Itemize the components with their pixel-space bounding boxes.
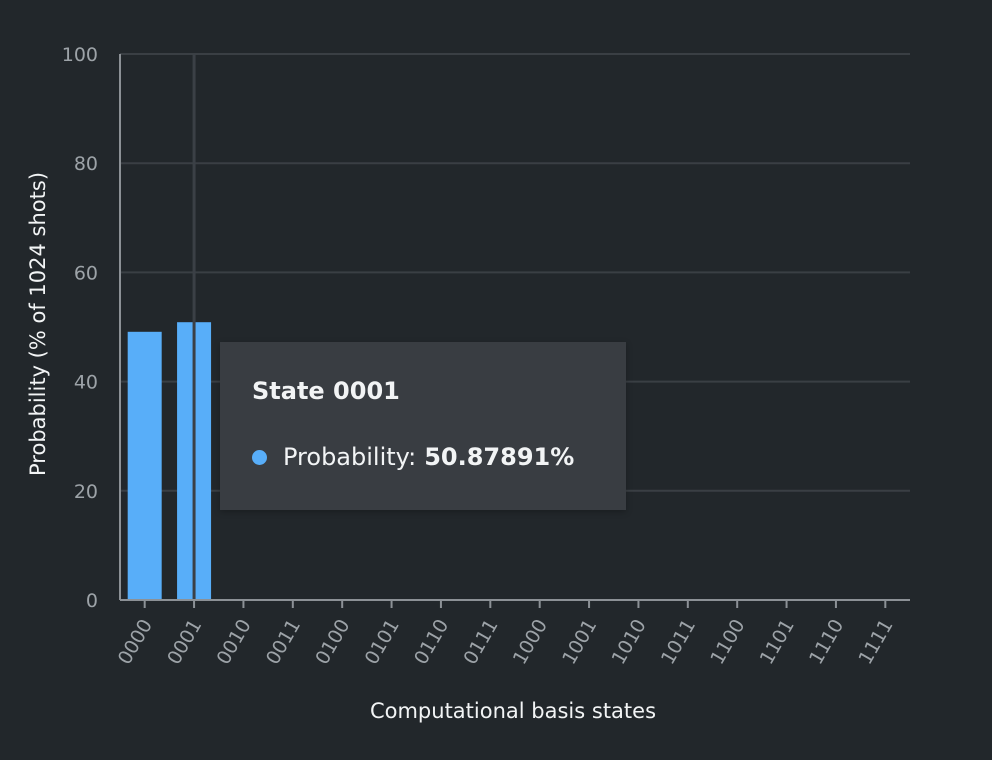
x-tick-label: 0011	[262, 616, 305, 669]
x-tick-label: 0101	[361, 616, 404, 669]
x-tick-label: 0100	[311, 616, 354, 669]
y-tick-label: 0	[86, 590, 98, 612]
y-tick-label: 60	[74, 262, 98, 284]
x-tick-label: 1100	[706, 616, 749, 669]
x-tick-label: 1101	[756, 616, 799, 669]
tooltip-row: Probability: 50.87891%	[252, 442, 594, 472]
x-tick-label: 0010	[213, 616, 256, 669]
x-axis-title: Computational basis states	[370, 699, 656, 723]
x-tick-label: 0110	[410, 616, 453, 669]
tooltip-value: 50.87891%	[424, 443, 575, 471]
bar-0000	[127, 331, 162, 600]
tooltip: State 0001 Probability: 50.87891%	[220, 342, 626, 510]
tooltip-label: Probability:	[283, 443, 417, 471]
y-tick-label: 80	[74, 153, 98, 175]
x-tick-label: 1111	[854, 616, 897, 669]
x-tick-label: 1001	[558, 616, 601, 669]
tooltip-title: State 0001	[252, 377, 400, 405]
y-axis-title: Probability (% of 1024 shots)	[26, 172, 50, 476]
x-tick-label: 0111	[459, 616, 502, 669]
x-tick-label: 1010	[608, 616, 651, 669]
x-tick-label: 0001	[163, 616, 206, 669]
x-tick-label: 1011	[657, 616, 700, 669]
x-tick-label: 1110	[805, 616, 848, 669]
x-tick-label: 1000	[509, 616, 552, 669]
y-tick-label: 20	[74, 481, 98, 503]
y-tick-label: 40	[74, 372, 98, 394]
series-dot-icon	[252, 449, 267, 465]
y-tick-label: 100	[62, 44, 98, 66]
x-tick-label: 0000	[114, 616, 157, 669]
